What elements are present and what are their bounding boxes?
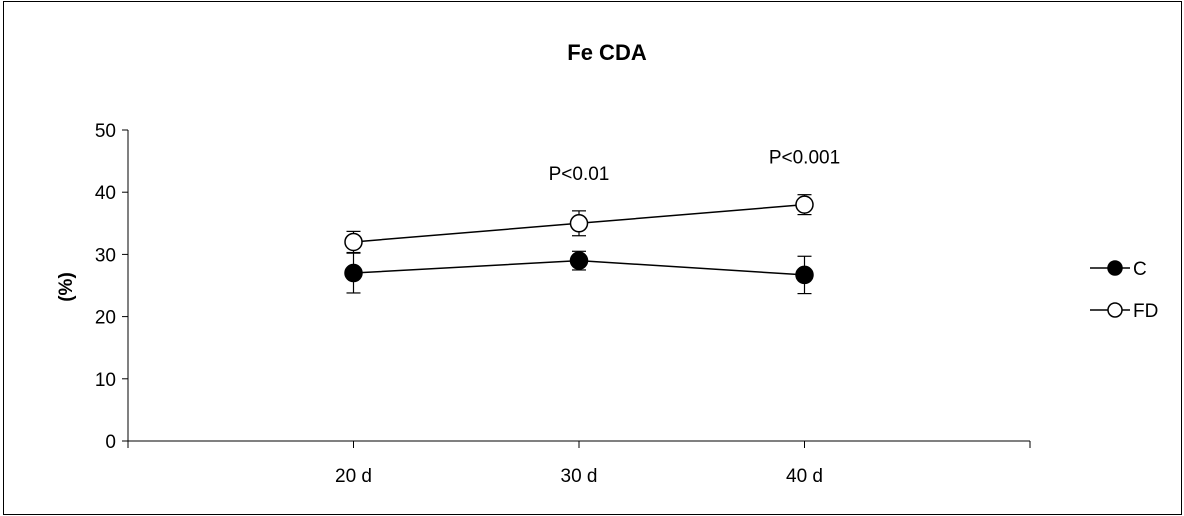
series-c	[344, 250, 814, 295]
data-point	[795, 265, 814, 285]
legend-item-fd: FD	[1090, 301, 1158, 322]
legend-label: C	[1133, 259, 1147, 280]
chart-title: Fe CDA	[567, 40, 647, 65]
chart-border	[3, 1, 1182, 515]
data-point	[344, 232, 363, 252]
legend-marker	[1107, 260, 1123, 276]
y-tick-label: 20	[95, 308, 116, 329]
y-axis-label: (%)	[56, 272, 77, 302]
data-point	[569, 251, 589, 270]
y-tick-label: 30	[95, 245, 116, 266]
axes: 0 10 20 30 40 50 20 d 30 d 40 d	[95, 121, 1031, 487]
x-tick-label: 20 d	[335, 466, 372, 487]
annotation: P<0.001	[769, 148, 840, 169]
legend-item-c: C	[1090, 259, 1147, 280]
data-point	[795, 195, 814, 214]
legend: C FD	[1090, 259, 1158, 322]
data-point	[344, 263, 363, 283]
plot-area: P<0.01 P<0.001	[344, 148, 840, 295]
y-tick-label: 50	[95, 121, 116, 142]
y-tick-label: 10	[95, 370, 116, 391]
x-tick-label: 40 d	[786, 466, 823, 487]
series-fd	[344, 194, 814, 254]
y-tick-label: 0	[105, 432, 116, 453]
legend-marker	[1107, 302, 1123, 318]
data-point	[569, 214, 589, 233]
legend-label: FD	[1133, 301, 1158, 322]
annotation: P<0.01	[549, 164, 610, 185]
y-tick-label: 40	[95, 183, 116, 204]
x-tick-label: 30 d	[561, 466, 598, 487]
